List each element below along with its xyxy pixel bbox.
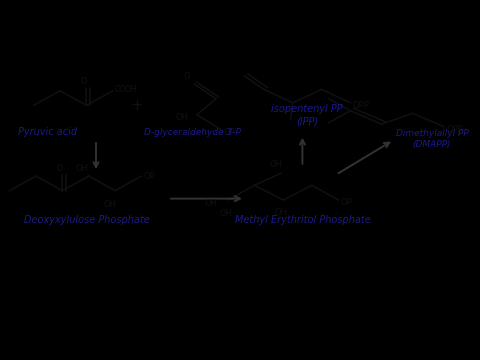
Text: Pyruvic acid: Pyruvic acid [18, 127, 78, 137]
Text: OP: OP [223, 127, 235, 136]
Text: OH: OH [219, 209, 232, 218]
Text: D-glyceraldehyde 3-P: D-glyceraldehyde 3-P [144, 128, 240, 137]
Text: O: O [81, 77, 87, 86]
Text: OH: OH [175, 113, 188, 122]
Text: O: O [57, 164, 63, 173]
Text: OH: OH [204, 199, 218, 208]
Text: OH: OH [269, 160, 283, 169]
Text: OP: OP [341, 198, 352, 207]
Text: OPP: OPP [353, 101, 370, 110]
Text: OP: OP [144, 171, 156, 180]
Text: OH: OH [274, 208, 288, 217]
Text: COOH: COOH [114, 85, 137, 94]
Text: O: O [184, 72, 191, 81]
Text: +: + [131, 98, 143, 113]
Text: Methyl Erythritol Phosphate: Methyl Erythritol Phosphate [235, 215, 370, 225]
Text: Dimethylallyl PP
(DMAPP): Dimethylallyl PP (DMAPP) [396, 129, 468, 149]
Text: OPP: OPP [446, 125, 463, 134]
Text: Deoxyxylulose Phosphate: Deoxyxylulose Phosphate [24, 215, 149, 225]
Text: OH: OH [75, 164, 88, 173]
Text: OH: OH [104, 200, 117, 209]
Text: isopentenyl PP
(IPP): isopentenyl PP (IPP) [271, 104, 343, 126]
